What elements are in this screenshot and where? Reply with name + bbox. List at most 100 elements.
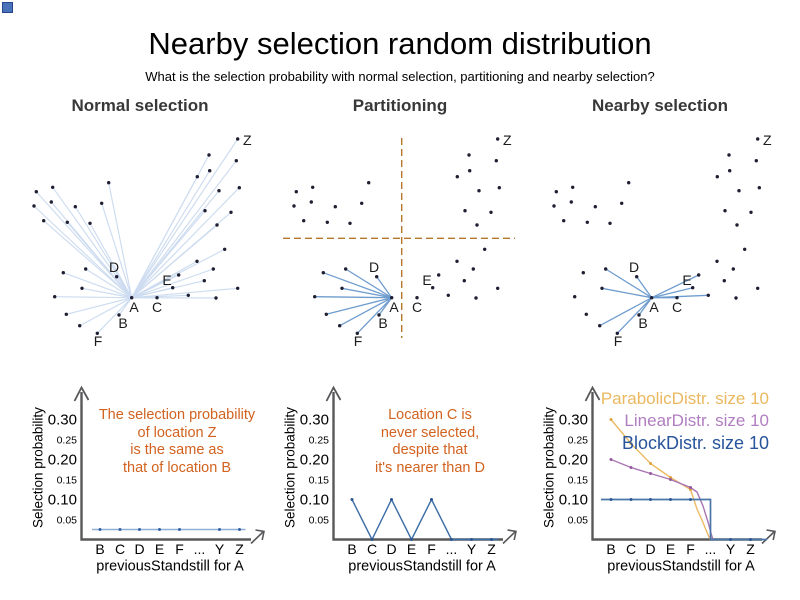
location-point xyxy=(715,175,719,179)
location-point xyxy=(569,200,573,204)
point-label: F xyxy=(94,333,103,349)
location-point xyxy=(333,205,337,209)
location-point xyxy=(415,296,419,300)
ray-line xyxy=(43,220,133,299)
location-point xyxy=(691,286,695,290)
point-label: C xyxy=(412,299,422,315)
y-tick-label: 0.05 xyxy=(57,514,78,526)
x-tick-label: C xyxy=(367,541,377,557)
series-point xyxy=(649,498,652,501)
y-tick-label: 0.05 xyxy=(309,514,330,526)
location-point xyxy=(390,296,394,300)
ray-line xyxy=(326,297,392,315)
location-point xyxy=(600,286,604,290)
location-point xyxy=(117,313,121,317)
location-point xyxy=(608,221,612,225)
axes xyxy=(325,385,517,545)
location-point xyxy=(706,293,710,297)
x-tick-label: Z xyxy=(746,541,755,557)
location-point xyxy=(489,210,493,214)
series-point xyxy=(450,538,453,541)
location-point xyxy=(107,181,111,185)
location-point xyxy=(53,295,57,299)
point-labels: Z D E A C BF xyxy=(94,132,252,349)
point-label: C xyxy=(152,299,162,315)
location-point xyxy=(637,313,641,317)
location-point xyxy=(95,331,100,335)
annotation-line: The selection probability xyxy=(98,407,256,423)
location-point xyxy=(215,223,219,227)
location-point xyxy=(494,159,498,163)
ray-line xyxy=(605,268,653,299)
ray-line xyxy=(356,297,393,334)
series-point xyxy=(689,486,692,489)
x-axis-title: previousStandstill for A xyxy=(607,559,755,575)
location-point xyxy=(604,267,608,271)
legend-entry: BlockDistr. size 10 xyxy=(622,433,769,453)
location-point xyxy=(348,221,352,225)
location-point xyxy=(497,186,501,190)
x-axis-arrow xyxy=(766,529,776,541)
location-point xyxy=(467,153,471,157)
ray-line xyxy=(66,297,132,315)
location-point xyxy=(32,204,36,208)
series-point xyxy=(238,528,241,531)
ray-line xyxy=(376,276,393,299)
y-tick-label: 0.30 xyxy=(48,412,77,429)
series-point xyxy=(158,528,161,531)
ray-line xyxy=(651,274,699,299)
location-point xyxy=(627,181,631,185)
y-tick-label: 0.20 xyxy=(559,452,588,469)
point-label: E xyxy=(162,272,171,288)
x-tick-label: C xyxy=(115,541,125,557)
location-point xyxy=(78,324,82,328)
x-tick-label: E xyxy=(666,541,675,557)
series-point xyxy=(749,538,752,541)
ray-line xyxy=(131,176,198,298)
ray-line xyxy=(339,297,393,327)
point-label: B xyxy=(378,315,387,331)
location-point xyxy=(585,220,589,224)
location-point xyxy=(483,247,487,251)
y-tick-label: 0.15 xyxy=(309,474,330,486)
series-point xyxy=(138,528,141,531)
x-tick-label: F xyxy=(686,541,695,557)
series-point xyxy=(490,538,493,541)
series-line xyxy=(351,497,499,542)
location-point xyxy=(462,279,466,283)
tick-labels: 0.30 0.25 0.20 0.15 0.10 0.05 B C D E F... Y Z xyxy=(48,412,244,558)
x-axis-arrow xyxy=(255,529,265,541)
location-point xyxy=(195,175,199,179)
y-tick-label: 0.30 xyxy=(559,412,588,429)
point-label: D xyxy=(109,259,119,275)
annotation-line: it's nearer than D xyxy=(375,459,485,476)
y-tick-label: 0.10 xyxy=(300,492,329,509)
ray-line xyxy=(131,287,173,299)
location-point xyxy=(324,312,328,316)
ray-line xyxy=(131,160,237,299)
location-point xyxy=(211,267,215,271)
ray-line xyxy=(116,276,133,299)
location-point xyxy=(552,204,556,208)
location-point xyxy=(49,200,53,204)
series-point xyxy=(609,458,613,461)
location-point xyxy=(757,186,761,190)
ray-line xyxy=(131,187,240,299)
location-point xyxy=(100,201,104,205)
x-tick-label: ... xyxy=(446,541,458,557)
location-point xyxy=(598,324,602,328)
location-point xyxy=(42,219,46,223)
point-label: E xyxy=(682,272,691,288)
series-point xyxy=(689,498,692,501)
point-label: B xyxy=(118,315,127,331)
corner-marker xyxy=(2,2,13,13)
annotation-line: never selected, xyxy=(380,424,480,441)
ray-line xyxy=(63,272,132,299)
location-point xyxy=(202,279,206,283)
x-tick-label: Z xyxy=(487,541,496,557)
ray-line xyxy=(599,297,653,327)
point-label: E xyxy=(422,272,431,288)
location-point xyxy=(735,223,739,227)
legend-entry: ParabolicDistr. size 10 xyxy=(601,389,769,408)
y-tick-label: 0.30 xyxy=(300,412,329,429)
